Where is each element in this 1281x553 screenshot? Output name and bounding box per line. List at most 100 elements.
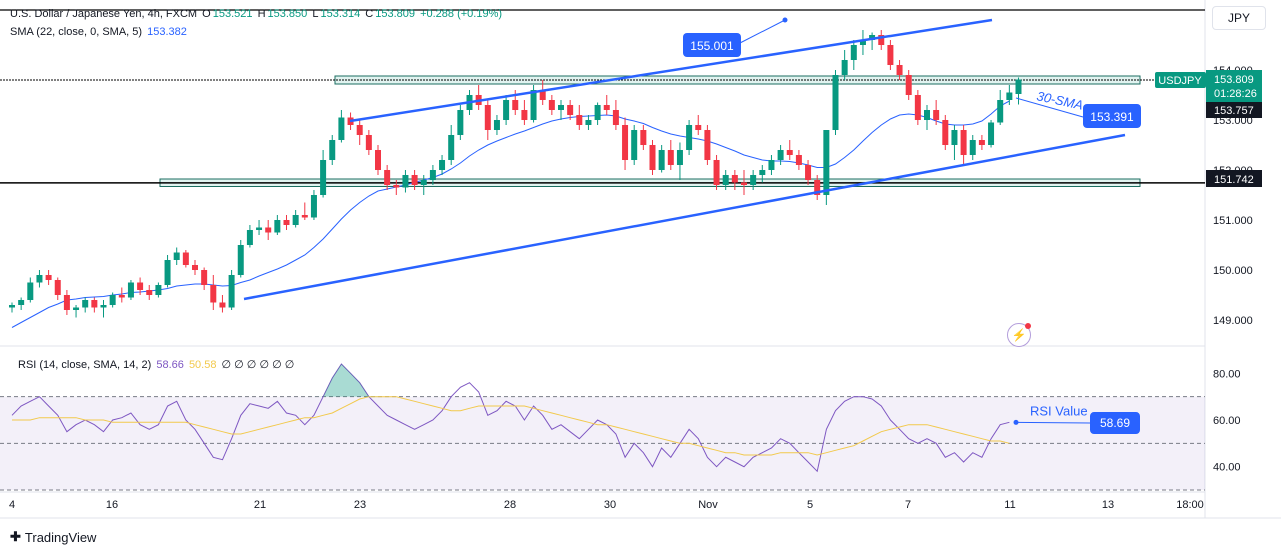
rsi-line [11,363,1010,473]
candle-body [850,45,857,60]
symbol-tag [1155,72,1206,88]
time-tick-label: 18:00 [1176,499,1204,511]
candle-body [539,90,546,100]
time-tick-label: 7 [905,499,911,511]
candle-body [503,100,510,120]
candle-body [439,160,446,170]
symbol-tag-label: USDJPY [1158,75,1202,87]
time-tick-label: 16 [106,499,118,511]
candle-body [786,150,793,155]
annotation-pointer [1015,421,1091,424]
rsi-overbought-fill [313,364,378,397]
annotation-pointer [739,19,786,44]
candle-body [951,130,958,145]
candle-body [402,175,409,188]
annotation-dot [1013,419,1019,425]
time-tick-label: 30 [604,499,616,511]
candle-body [210,285,217,303]
candle-body [283,220,290,225]
candle-body [155,285,162,295]
legend-rsi-row[interactable]: RSI (14, close, SMA, 14, 2) 58.66 50.58 … [18,358,296,371]
candle-body [100,305,107,308]
candle-body [512,100,519,110]
candle-body [411,175,418,185]
close-value: 153.809 [375,8,416,20]
candle-body [375,150,381,170]
last-price-label: 153.809 [1214,74,1254,86]
candle-body [493,120,500,130]
annotation-sma-label: 30-SMA [1035,88,1084,112]
candle-body [521,110,528,120]
time-tick-label: 28 [504,499,516,511]
candle-body [695,125,702,130]
rsi-tick-label: 60.00 [1213,415,1241,427]
candle-body [356,125,363,135]
sma-line [11,100,1010,328]
candle-body [841,60,848,75]
candle-body [301,215,308,218]
time-tick-label: 13 [1102,499,1114,511]
candle-body [594,105,601,120]
price-tick-label: 150.000 [1213,265,1253,277]
currency-button[interactable]: JPY [1212,6,1266,30]
sma-price-label: 153.757 [1214,105,1254,117]
candle-body [228,275,235,308]
candle-body [292,215,299,225]
annotation-dot [782,17,788,23]
symbol-title: U.S. Dollar / Japanese Yen, 4h, FXCM [10,8,198,20]
support-price-tag [1206,170,1262,187]
high-value: 153.850 [267,8,308,20]
candle-body [420,180,427,185]
candle-body [237,245,244,275]
change-value: +0.288 (+0.19%) [420,8,503,20]
candle-body [63,295,70,310]
candle-body [1015,79,1022,94]
legend-sma-row[interactable]: SMA (22, close, 0, SMA, 5) 153.382 [10,26,189,38]
annotation-box [683,33,741,57]
candle-body [54,280,61,295]
candle-body [942,120,949,145]
candle-body [36,275,43,283]
candle-body [274,220,281,233]
candle-body [795,155,802,165]
candle-body [246,230,253,245]
candle-body [823,130,830,195]
support-price-label: 151.742 [1214,174,1254,186]
candle-body [384,170,391,185]
lightning-icon[interactable]: ⚡ [1007,323,1031,347]
candle-body [567,105,574,115]
candle-body [978,140,985,145]
candle-body [731,175,738,183]
candle-body [484,105,491,130]
candle-body [338,117,345,140]
candle-body [137,282,144,290]
candle-body [777,150,784,160]
candle-body [9,305,15,308]
candle-body [713,160,720,185]
candle-body [722,175,729,185]
candle-body [73,307,80,310]
candle-body [676,150,683,165]
candle-body [457,110,464,135]
candle-body [18,300,25,305]
candle-body [548,100,555,110]
brand-logo[interactable]: ✚ TradingView [10,529,96,545]
candle-body [329,140,336,160]
annotation-153391: 153.391 [1090,110,1134,124]
rsi-tick-label: 80.00 [1213,368,1241,380]
sma-price-tag [1206,102,1262,118]
candle-body [365,135,372,150]
candle-body [82,300,89,308]
candle-body [869,35,876,40]
annotation-rsi-label: RSI Value [1030,403,1088,418]
candle-body [1006,92,1013,100]
candle-body [750,175,757,185]
annotation-box [1090,412,1140,435]
time-tick-label: 23 [354,499,366,511]
candle-body [658,150,665,170]
upper-trendline [349,18,993,123]
candle-body [933,110,940,120]
candle-body [768,160,775,170]
candle-body [265,227,272,233]
countdown-label: 01:28:26 [1214,88,1257,100]
